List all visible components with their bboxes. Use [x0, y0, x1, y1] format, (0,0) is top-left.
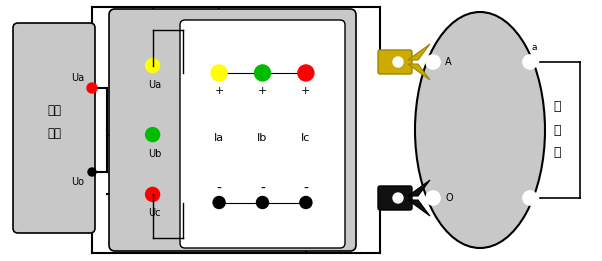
Text: a: a: [532, 43, 538, 52]
FancyBboxPatch shape: [180, 20, 345, 248]
Text: Ua: Ua: [148, 80, 161, 90]
Circle shape: [426, 191, 440, 205]
Circle shape: [523, 55, 537, 69]
Circle shape: [298, 65, 314, 81]
Text: O: O: [445, 193, 453, 203]
Circle shape: [146, 128, 160, 142]
Circle shape: [393, 57, 403, 67]
Circle shape: [146, 59, 160, 73]
Circle shape: [213, 197, 225, 209]
Circle shape: [256, 197, 268, 209]
Text: 变
压
器: 变 压 器: [553, 100, 560, 159]
Circle shape: [87, 83, 97, 93]
Text: Ua: Ua: [71, 73, 84, 83]
Text: -: -: [217, 181, 222, 195]
Text: -: -: [260, 181, 265, 195]
Text: Ib: Ib: [258, 133, 268, 143]
Text: -: -: [303, 181, 308, 195]
Text: +: +: [214, 86, 224, 96]
Circle shape: [88, 168, 96, 176]
Text: A: A: [445, 57, 452, 67]
FancyBboxPatch shape: [13, 23, 95, 233]
Text: +: +: [258, 86, 267, 96]
Polygon shape: [408, 64, 430, 80]
Polygon shape: [408, 44, 430, 60]
Text: Ub: Ub: [148, 149, 161, 159]
Text: Uo: Uo: [71, 177, 84, 187]
FancyBboxPatch shape: [109, 9, 356, 251]
FancyBboxPatch shape: [378, 186, 412, 210]
Circle shape: [523, 191, 537, 205]
Circle shape: [146, 187, 160, 201]
Text: Uc: Uc: [148, 208, 161, 218]
Circle shape: [426, 55, 440, 69]
Polygon shape: [408, 200, 430, 216]
Text: 单相
电源: 单相 电源: [47, 104, 61, 140]
Text: Ia: Ia: [214, 133, 224, 143]
Text: Ic: Ic: [301, 133, 311, 143]
Circle shape: [300, 197, 312, 209]
Circle shape: [211, 65, 227, 81]
Ellipse shape: [415, 12, 545, 248]
Circle shape: [255, 65, 270, 81]
Text: +: +: [301, 86, 311, 96]
Polygon shape: [408, 180, 430, 196]
FancyBboxPatch shape: [378, 50, 412, 74]
Circle shape: [393, 193, 403, 203]
